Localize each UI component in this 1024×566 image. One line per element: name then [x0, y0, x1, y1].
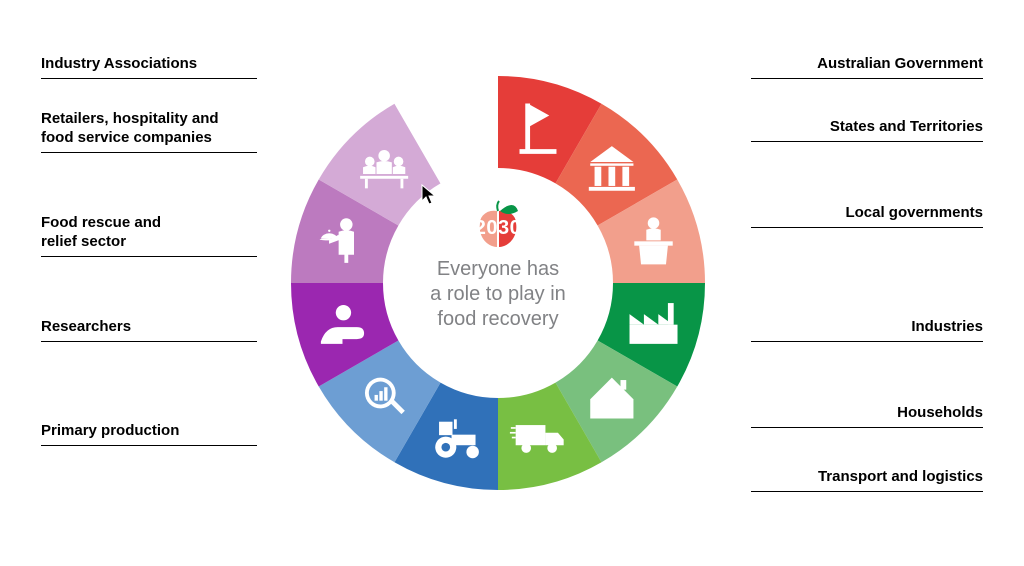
- center-text: Everyone hasa role to play infood recove…: [403, 257, 593, 332]
- label-industries: Industries: [751, 318, 983, 342]
- label-states-territories: States and Territories: [751, 118, 983, 142]
- label-transport-logistics: Transport and logistics: [751, 468, 983, 492]
- label-industry-associations: Industry Associations: [41, 55, 257, 79]
- label-food-rescue: Food rescue andrelief sector: [41, 214, 257, 257]
- label-primary-production: Primary production: [41, 422, 257, 446]
- label-researchers: Researchers: [41, 318, 257, 342]
- label-australian-government: Australian Government: [751, 55, 983, 79]
- label-local-governments: Local governments: [751, 204, 983, 228]
- label-retailers-hospitality: Retailers, hospitality andfood service c…: [41, 110, 257, 153]
- label-households: Households: [751, 404, 983, 428]
- center-year: 2030: [458, 217, 538, 240]
